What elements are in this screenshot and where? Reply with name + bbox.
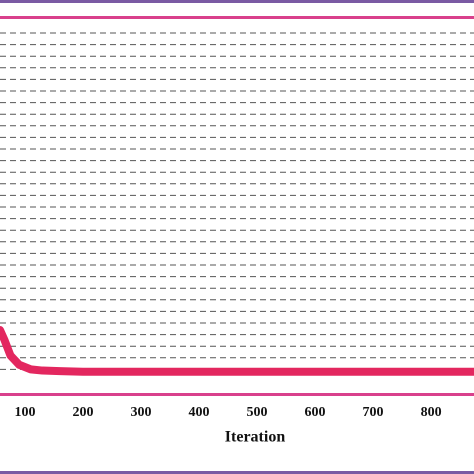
x-tick-label: 800 — [421, 405, 442, 420]
x-tick-label: 300 — [130, 405, 151, 420]
x-tick-label: 600 — [305, 405, 326, 420]
x-tick-label: 400 — [188, 405, 209, 420]
x-axis-title: Iteration — [225, 429, 286, 446]
x-tick-label: 700 — [363, 405, 384, 420]
x-tick-label: 500 — [247, 405, 268, 420]
x-tick-label: 200 — [72, 405, 93, 420]
bottom-border — [0, 471, 474, 474]
top-border — [0, 0, 474, 3]
x-tick-label: 100 — [14, 405, 35, 420]
plot-bottom-edge — [0, 393, 474, 396]
line-series — [0, 325, 474, 376]
plot-top-edge — [0, 16, 474, 19]
